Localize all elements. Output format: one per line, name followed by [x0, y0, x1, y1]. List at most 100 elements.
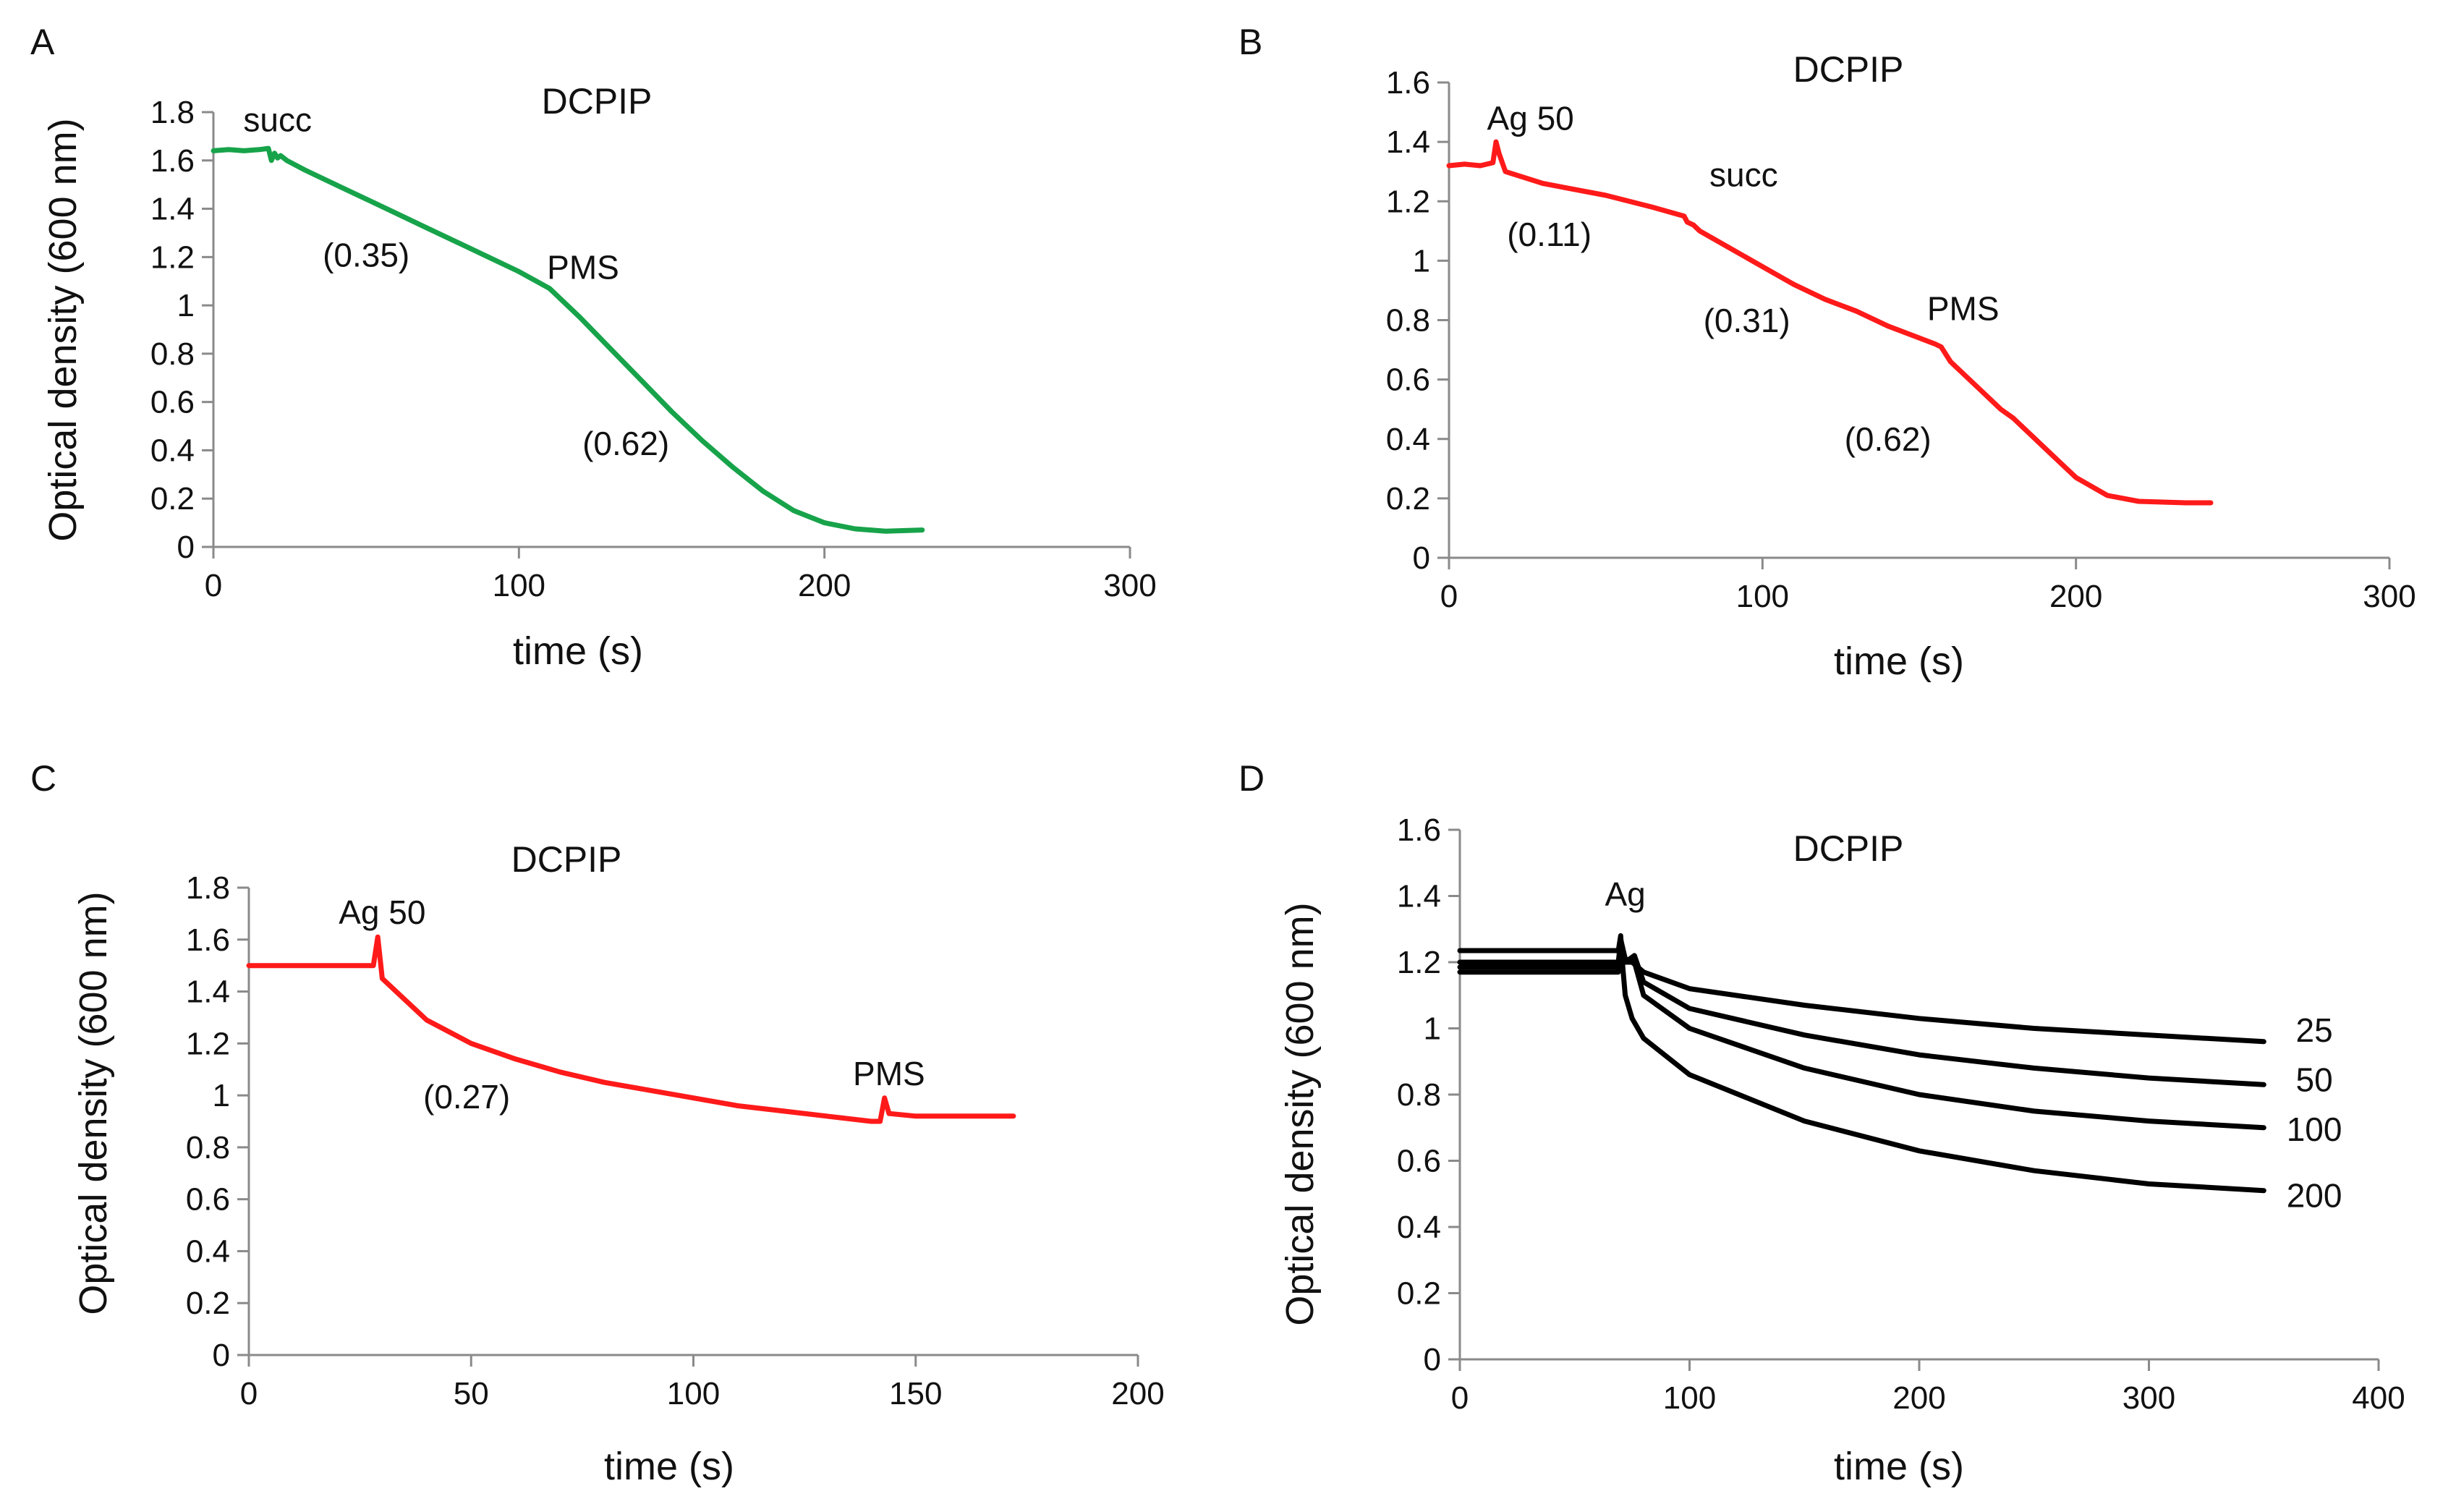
y-tick-label: 1.4 — [1397, 879, 1441, 914]
y-tick-label: 1.6 — [1397, 812, 1441, 848]
x-tick-label: 0 — [1440, 579, 1458, 614]
y-axis-title: Optical density (600 nm) — [72, 891, 115, 1314]
y-tick-label: 1.8 — [186, 870, 230, 906]
y-tick-label: 1.6 — [186, 922, 230, 958]
tick-labels: 0 0.2 0.4 0.6 0.8 1 1.2 1.4 1.6 1.8 0 50 100 150 200 — [186, 870, 1165, 1411]
x-tick-label: 0 — [1451, 1380, 1469, 1416]
annotation-label: (0.27) — [423, 1078, 510, 1116]
x-tick-label: 50 — [454, 1376, 489, 1411]
y-tick-label: 0.4 — [1386, 422, 1430, 457]
tick-labels: 0 0.2 0.4 0.6 0.8 1 1.2 1.4 1.6 0 100 200 300 400 — [1397, 812, 2405, 1416]
y-tick-label: 1 — [213, 1078, 230, 1113]
y-tick-label: 0.2 — [1397, 1276, 1441, 1312]
y-tick-label: 0 — [177, 530, 195, 565]
x-axis-title: time (s) — [1834, 1445, 1964, 1488]
annotation-label: PMS — [1927, 290, 2000, 328]
panel-c: C DCPIP 0 0.2 0.4 0.6 0.8 1 1.2 1.4 1.6 1.8 0 50 100… — [30, 758, 1165, 1488]
chart-title: DCPIP — [542, 81, 653, 122]
annotation-label: (0.35) — [323, 237, 409, 274]
y-tick-label: 0.6 — [150, 385, 195, 420]
x-axis-title: time (s) — [604, 1445, 734, 1488]
x-tick-label: 100 — [1663, 1380, 1716, 1416]
annotation-label: succ — [243, 101, 312, 139]
series-line — [1457, 933, 2266, 1194]
x-tick-label: 200 — [798, 568, 851, 603]
panel-letter: C — [30, 758, 56, 799]
y-tick-label: 0.6 — [186, 1182, 230, 1218]
y-tick-label: 1.2 — [186, 1026, 230, 1061]
axes — [202, 111, 1131, 558]
y-tick-label: 0.4 — [150, 433, 195, 468]
x-tick-label: 100 — [667, 1376, 720, 1411]
x-tick-label: 150 — [889, 1376, 942, 1411]
tick-labels: 0 0.2 0.4 0.6 0.8 1 1.2 1.4 1.6 1.8 0 100 200 300 — [150, 95, 1157, 603]
annotation-label: (0.62) — [582, 425, 669, 462]
x-tick-label: 100 — [1736, 579, 1789, 614]
series-group — [1446, 139, 2214, 506]
y-axis-title: Optical density (600 nm) — [1278, 902, 1322, 1325]
y-tick-label: 0.8 — [186, 1130, 230, 1165]
y-tick-label: 1 — [1424, 1011, 1441, 1047]
panel-a: A DCPIP 0 0.2 0.4 0.6 0.8 1 1.2 1.4 1.6 1.8 0 100 20… — [30, 22, 1157, 673]
annotations: succ (0.35) PMS (0.62) — [243, 101, 669, 462]
series-group — [1457, 933, 2266, 1194]
x-tick-label: 300 — [1103, 568, 1156, 603]
y-tick-label: 0.4 — [1397, 1210, 1441, 1245]
y-tick-label: 0 — [1424, 1342, 1441, 1377]
annotation-label: (0.11) — [1507, 216, 1592, 253]
y-tick-label: 1.8 — [150, 95, 195, 130]
y-axis-title: Optical density (600 nm) — [41, 118, 85, 541]
y-tick-label: 0.2 — [186, 1286, 230, 1321]
panel-letter: D — [1238, 758, 1265, 799]
annotation-label: (0.62) — [1845, 420, 1932, 458]
panel-letter: B — [1238, 22, 1262, 62]
y-tick-label: 1.4 — [150, 192, 195, 227]
x-tick-label: 0 — [205, 568, 222, 603]
panel-letter: A — [30, 22, 55, 62]
annotations: Ag 50 (0.11) succ (0.31) PMS (0.62) — [1487, 100, 2000, 458]
x-tick-label: 300 — [2123, 1380, 2175, 1416]
y-tick-label: 1 — [177, 288, 195, 323]
y-tick-label: 0.8 — [1386, 303, 1430, 339]
panel-b: B DCPIP 0 0.2 0.4 0.6 0.8 1 1.2 1.4 1.6 0 100 200 30… — [1238, 22, 2416, 683]
annotation-label: PMS — [547, 248, 619, 286]
x-tick-label: 300 — [2363, 579, 2415, 614]
panel-d: D DCPIP 0 0.2 0.4 0.6 0.8 1 1.2 1.4 1.6 0 100 200 30… — [1238, 758, 2405, 1488]
tick-labels: 0 0.2 0.4 0.6 0.8 1 1.2 1.4 1.6 0 100 200 300 — [1386, 65, 2416, 614]
annotation-label: Ag 50 — [1487, 100, 1574, 137]
annotation-label: 25 — [2296, 1011, 2333, 1049]
y-tick-label: 0.8 — [150, 336, 195, 372]
y-tick-label: 1.2 — [1386, 184, 1430, 219]
x-tick-label: 200 — [2049, 579, 2102, 614]
axes — [1437, 81, 2391, 569]
y-tick-label: 0.2 — [1386, 481, 1430, 517]
y-tick-label: 0.6 — [1386, 362, 1430, 398]
y-tick-label: 1 — [1413, 243, 1430, 279]
y-tick-label: 1.4 — [1386, 124, 1430, 160]
y-tick-label: 0.4 — [186, 1233, 230, 1269]
annotations: Ag 50 (0.27) PMS — [339, 893, 925, 1116]
x-axis-title: time (s) — [1834, 640, 1964, 683]
annotation-label: succ — [1709, 156, 1778, 194]
y-tick-label: 0.8 — [1397, 1077, 1441, 1113]
series-line — [211, 145, 925, 534]
x-tick-label: 400 — [2352, 1380, 2405, 1416]
y-tick-label: 1.6 — [1386, 65, 1430, 101]
axes — [1448, 828, 2380, 1371]
annotations: Ag 25 50 100 200 — [1605, 875, 2342, 1214]
annotation-label: Ag 50 — [339, 893, 425, 931]
series-line — [1446, 139, 2214, 506]
chart-title: DCPIP — [1793, 828, 1904, 869]
x-tick-label: 200 — [1892, 1380, 1945, 1416]
annotation-label: 50 — [2296, 1061, 2333, 1098]
y-tick-label: 0 — [213, 1338, 230, 1373]
series-line — [246, 934, 1016, 1124]
annotation-label: 200 — [2287, 1177, 2342, 1215]
y-tick-label: 0.6 — [1397, 1144, 1441, 1179]
annotation-label: 100 — [2287, 1110, 2342, 1148]
series-line — [1457, 949, 2266, 1045]
annotation-label: Ag — [1605, 875, 1645, 913]
annotation-label: (0.31) — [1704, 302, 1790, 339]
y-tick-label: 1.2 — [1397, 945, 1441, 980]
